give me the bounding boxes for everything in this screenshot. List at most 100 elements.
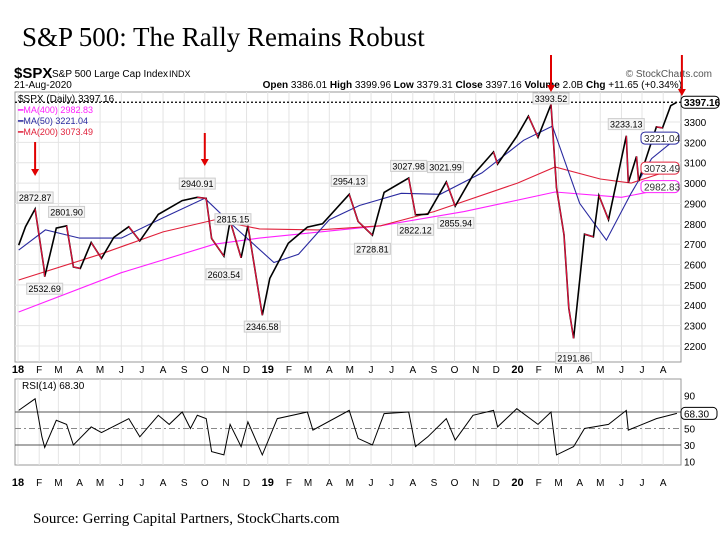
price-down-segment bbox=[555, 187, 565, 235]
y-tick-label: 2800 bbox=[684, 220, 707, 231]
ma200-line bbox=[18, 166, 678, 281]
annotation-label: 3021.99 bbox=[429, 163, 462, 173]
x-tick-label: S bbox=[181, 365, 188, 376]
annotation-label: 3233.13 bbox=[610, 120, 643, 130]
price-down-segment bbox=[34, 208, 45, 269]
annotation-box bbox=[243, 320, 281, 333]
x-tick-label: 18 bbox=[12, 477, 24, 489]
annotation-label: 2815.15 bbox=[217, 215, 250, 225]
annotation-box bbox=[437, 216, 475, 229]
ma400-tag: 2982.83 bbox=[644, 183, 681, 194]
annotation-label: 2532.69 bbox=[28, 284, 61, 294]
y-tick-label: 2400 bbox=[684, 301, 707, 312]
x-tick-label: M bbox=[596, 365, 604, 376]
annotation-box bbox=[330, 174, 368, 187]
x-tick-label: J bbox=[389, 478, 394, 489]
annotation-label: 2603.54 bbox=[208, 270, 241, 280]
x-tick-label: M bbox=[346, 365, 354, 376]
y-tick-label: 2600 bbox=[684, 261, 707, 272]
annotation-box bbox=[353, 242, 391, 255]
x-tick-label: A bbox=[576, 478, 583, 489]
x-tick-label: A bbox=[660, 365, 667, 376]
x-tick-label: N bbox=[222, 478, 229, 489]
x-tick-label: J bbox=[119, 478, 124, 489]
x-tick-label: O bbox=[201, 365, 209, 376]
annotation-label: 2872.87 bbox=[19, 193, 52, 203]
spx-chart: $SPX S&P 500 Large Cap Index INDX © Stoc… bbox=[12, 55, 720, 489]
rsi-line bbox=[18, 397, 678, 457]
ma400-tag-box bbox=[640, 180, 680, 194]
price-down-segment bbox=[357, 220, 373, 236]
y-tick-label: 3200 bbox=[684, 138, 707, 149]
symbol: $SPX bbox=[14, 65, 52, 82]
annotation-box bbox=[178, 177, 216, 190]
rsi-panel bbox=[14, 378, 682, 466]
x-tick-label: N bbox=[472, 365, 479, 376]
ma50-tag-box bbox=[640, 131, 680, 145]
x-tick-label: D bbox=[243, 365, 250, 376]
price-down-segment bbox=[598, 195, 610, 220]
x-tick-label: F bbox=[286, 478, 292, 489]
x-tick-label: S bbox=[431, 478, 438, 489]
annotation-box bbox=[390, 159, 428, 172]
annotation-label: 2954.13 bbox=[333, 176, 366, 186]
ma50-tag: 3221.04 bbox=[644, 134, 681, 145]
source-note: Source: Gerring Capital Partners, StockC… bbox=[33, 511, 340, 527]
x-tick-label: J bbox=[640, 365, 645, 376]
y-tick-label: 3000 bbox=[684, 179, 707, 190]
price-down-segment bbox=[73, 266, 81, 269]
red-arrowhead-icon bbox=[547, 85, 555, 92]
last-price-tag: 3397.16 bbox=[684, 98, 720, 109]
x-tick-label: J bbox=[369, 478, 374, 489]
x-tick-label: J bbox=[389, 365, 394, 376]
x-tick-label: A bbox=[576, 365, 583, 376]
x-tick-label: M bbox=[596, 478, 604, 489]
rsi-tick-label: 90 bbox=[684, 392, 696, 403]
price-down-segment bbox=[584, 233, 594, 238]
x-tick-label: J bbox=[369, 365, 374, 376]
y-tick-label: 2300 bbox=[684, 322, 707, 333]
price-down-segment bbox=[527, 115, 539, 138]
rsi-value-tag: 68.30 bbox=[684, 409, 709, 420]
price-panel bbox=[14, 91, 682, 363]
price-down-segment bbox=[656, 126, 663, 129]
price-down-segment bbox=[90, 242, 102, 259]
x-tick-label: 18 bbox=[12, 364, 24, 376]
x-tick-label: M bbox=[96, 365, 104, 376]
price-down-segment bbox=[43, 268, 46, 277]
x-tick-label: A bbox=[409, 365, 416, 376]
price-down-segment bbox=[65, 225, 75, 268]
x-tick-label: A bbox=[409, 478, 416, 489]
rsi-tick-label: 50 bbox=[684, 425, 696, 436]
annotation-box bbox=[607, 118, 645, 131]
red-arrowhead-icon bbox=[31, 169, 40, 176]
annotation-box bbox=[397, 223, 435, 236]
legend-ma50: ━MA(50) 3221.04 bbox=[17, 116, 88, 126]
price-down-segment bbox=[550, 104, 558, 188]
annotation-box bbox=[427, 161, 465, 174]
price-down-segment bbox=[247, 225, 263, 316]
x-tick-label: O bbox=[201, 478, 209, 489]
x-tick-label: J bbox=[640, 478, 645, 489]
quote-date: 21-Aug-2020 bbox=[14, 80, 72, 91]
x-tick-label: N bbox=[472, 478, 479, 489]
watermark: © StockCharts.com bbox=[626, 69, 712, 80]
price-down-segment bbox=[211, 238, 225, 257]
x-tick-label: M bbox=[96, 478, 104, 489]
x-tick-label: F bbox=[536, 478, 542, 489]
x-tick-label: J bbox=[619, 365, 624, 376]
x-tick-label: F bbox=[36, 365, 42, 376]
x-tick-label: A bbox=[660, 478, 667, 489]
y-tick-label: 2500 bbox=[684, 281, 707, 292]
x-tick-label: N bbox=[222, 365, 229, 376]
x-tick-label: A bbox=[326, 365, 333, 376]
x-tick-label: A bbox=[160, 365, 167, 376]
annotation-label: 2801.90 bbox=[50, 207, 83, 217]
legend-ma400: ━MA(400) 2982.83 bbox=[17, 105, 93, 115]
price-legend-title: $SPX (Daily) 3397.16 bbox=[18, 94, 115, 105]
x-tick-label: F bbox=[286, 365, 292, 376]
y-tick-label: 3100 bbox=[684, 159, 707, 170]
x-tick-label: A bbox=[76, 365, 83, 376]
ma200-tag-box bbox=[640, 161, 680, 175]
y-tick-label: 2700 bbox=[684, 240, 707, 251]
